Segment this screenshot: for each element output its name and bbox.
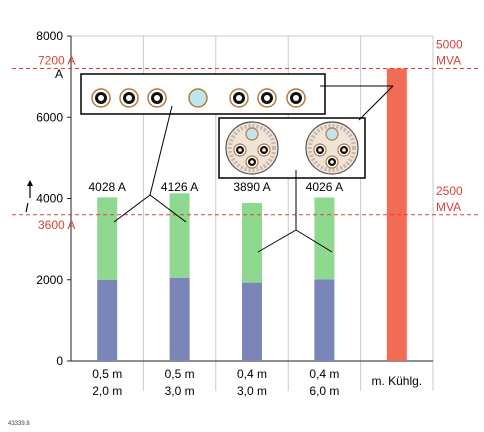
bar-segment	[314, 279, 335, 361]
bar-value-label: 4028 A	[89, 180, 126, 194]
y-axis-unit: A	[55, 67, 63, 81]
x-tick-label: 2,0 m	[92, 384, 122, 398]
cable-bundle-icon	[225, 121, 279, 175]
pointer-line	[113, 194, 151, 223]
reference-capacity-unit: MVA	[436, 54, 461, 68]
y-axis-arrowhead	[27, 180, 33, 186]
cable-icon	[236, 95, 242, 101]
cable-icon	[318, 148, 322, 152]
y-tick-label: 6000	[36, 110, 63, 124]
pointer-line	[295, 229, 333, 253]
y-tick-label: 2000	[36, 273, 63, 287]
cable-icon	[293, 95, 299, 101]
reference-capacity-value: 2500	[436, 184, 463, 198]
bar-segment	[242, 202, 262, 283]
reference-line-label: 7200 A	[38, 54, 75, 68]
bar-value-label: 3890 A	[233, 180, 270, 194]
bar-segment	[169, 193, 190, 278]
cable-icon	[342, 148, 346, 152]
cable-icon	[188, 88, 208, 108]
cable-icon	[126, 95, 132, 101]
x-tick-label: 6,0 m	[309, 384, 339, 398]
reference-capacity-value: 5000	[436, 38, 463, 52]
reference-capacity-unit: MVA	[436, 200, 461, 214]
cable-icon	[264, 95, 270, 101]
cable-bundle-icon	[228, 124, 276, 172]
x-tick-label: 3,0 m	[237, 384, 267, 398]
cable-arrangement-bundle-illustration	[218, 85, 394, 253]
cable-arrangement-flat-illustration	[80, 73, 393, 223]
x-tick-label: 0,5 m	[92, 367, 122, 381]
y-ticks: 0 2000 4000 6000 8000	[36, 29, 71, 368]
cable-icon	[330, 160, 334, 164]
pointer-line	[358, 85, 394, 121]
reference-line-label: 3600 A	[38, 218, 75, 232]
cable-icon	[262, 148, 266, 152]
y-tick-label: 4000	[36, 192, 63, 206]
bundle-cables	[225, 121, 359, 175]
bar-segment	[169, 277, 190, 361]
cable-bundle-icon	[305, 121, 359, 175]
bar-segment	[386, 68, 407, 361]
y-tick-label: 8000	[36, 29, 63, 43]
x-tick-label: 3,0 m	[165, 384, 195, 398]
x-tick-label: m. Kühlg.	[371, 374, 422, 388]
bar-segment	[314, 197, 335, 280]
x-tick-label: 0,4 m	[309, 367, 339, 381]
x-tick-label: 0,4 m	[237, 367, 267, 381]
bar-value-label: 4026 A	[306, 180, 343, 194]
bar-segment	[97, 197, 118, 280]
cable-icon	[245, 127, 259, 141]
cable-icon	[98, 95, 104, 101]
x-labels: 0,5 m 2,0 m 0,5 m 3,0 m 0,4 m 3,0 m 0,4 m 6,0 m…	[92, 367, 422, 398]
pointer-line	[149, 105, 173, 196]
cable-icon	[250, 160, 254, 164]
pointer-line	[149, 194, 187, 223]
y-axis-symbol: I	[25, 200, 29, 215]
y-tick-label: 0	[56, 354, 63, 368]
figure-id: 43339.8	[8, 421, 30, 427]
bar-labels: 4028 A 4126 A 3890 A 4026 A	[89, 180, 344, 194]
flat-cables	[91, 88, 306, 108]
pointer-line	[257, 229, 297, 253]
cable-icon	[325, 127, 339, 141]
cable-icon	[154, 95, 160, 101]
cable-icon	[238, 148, 242, 152]
x-tick-label: 0,5 m	[165, 367, 195, 381]
bar-segment	[242, 282, 262, 361]
reference-lines: 7200 A 5000 MVA 3600 A 2500 MVA	[12, 38, 478, 232]
bar-value-label: 4126 A	[161, 180, 198, 194]
cable-bundle-icon	[308, 124, 356, 172]
bars	[97, 68, 407, 361]
bar-segment	[97, 279, 118, 361]
